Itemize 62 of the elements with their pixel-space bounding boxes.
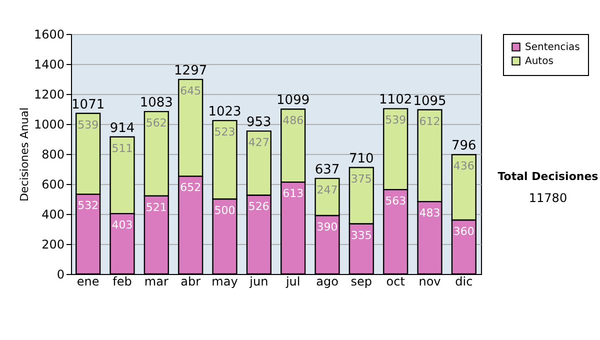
data-label: 562 xyxy=(146,116,167,130)
data-label: 563 xyxy=(385,194,406,208)
data-label: 427 xyxy=(248,136,270,150)
total-label: 1083 xyxy=(140,96,173,111)
y-tick-label: 0 xyxy=(56,268,64,282)
data-label: 526 xyxy=(248,200,270,214)
total-label: 1297 xyxy=(174,63,208,78)
x-tick-label: may xyxy=(212,274,238,288)
y-tick-label: 1400 xyxy=(34,58,64,72)
y-tick-label: 200 xyxy=(42,238,64,252)
x-tick-label: feb xyxy=(112,274,132,288)
y-tick-label: 400 xyxy=(42,208,64,222)
x-tick-label: ene xyxy=(76,274,100,288)
total-label: 1071 xyxy=(72,97,105,112)
data-label: 483 xyxy=(419,206,440,220)
total-label: 710 xyxy=(349,152,374,166)
y-tick-label: 1600 xyxy=(34,28,64,42)
y-tick-label: 1000 xyxy=(34,118,64,132)
data-label: 511 xyxy=(112,142,133,155)
data-label: 247 xyxy=(316,183,338,196)
x-tick-label: ago xyxy=(316,274,338,288)
data-label: 390 xyxy=(316,220,338,234)
total-label: 1099 xyxy=(276,93,310,108)
x-tick-label: jun xyxy=(248,274,268,288)
total-label: 953 xyxy=(246,115,272,130)
data-label: 523 xyxy=(214,126,236,139)
total-label: 1102 xyxy=(379,92,412,108)
data-label: 521 xyxy=(146,200,167,214)
data-label: 335 xyxy=(350,228,372,242)
data-label: 613 xyxy=(282,187,304,200)
total-label: 637 xyxy=(314,162,340,178)
x-tick-label: sep xyxy=(350,274,372,288)
data-label: 532 xyxy=(78,199,99,212)
total-label: 1095 xyxy=(413,94,446,109)
data-label: 500 xyxy=(214,204,236,217)
data-label: 486 xyxy=(282,114,304,128)
total-label: 914 xyxy=(110,120,135,136)
x-tick-label: dic xyxy=(455,274,473,288)
data-label: 539 xyxy=(385,114,406,127)
legend-label: Sentencias xyxy=(525,42,580,53)
data-label: 539 xyxy=(78,118,99,132)
y-tick-label: 1200 xyxy=(34,88,64,102)
y-tick-label: 800 xyxy=(42,148,64,162)
data-label: 375 xyxy=(350,172,372,186)
total-label: 1023 xyxy=(208,104,242,120)
y-axis-title: Decisiones Anual xyxy=(18,107,31,202)
data-label: 645 xyxy=(180,84,202,98)
y-tick-label: 600 xyxy=(42,178,64,192)
x-tick-label: nov xyxy=(418,274,441,288)
x-tick-label: jul xyxy=(284,274,300,288)
text: Total Decisiones xyxy=(496,170,600,183)
x-tick-label: mar xyxy=(144,274,168,288)
text: 11780 xyxy=(528,191,568,205)
data-label: 652 xyxy=(180,181,202,194)
data-label: 360 xyxy=(453,225,474,238)
legend-label: Autos xyxy=(525,56,554,67)
x-tick-label: oct xyxy=(386,274,406,288)
data-label: 436 xyxy=(453,160,474,173)
data-label: 612 xyxy=(419,114,440,128)
total-label: 796 xyxy=(452,138,476,154)
x-tick-label: abr xyxy=(180,274,201,288)
data-label: 403 xyxy=(112,218,133,232)
